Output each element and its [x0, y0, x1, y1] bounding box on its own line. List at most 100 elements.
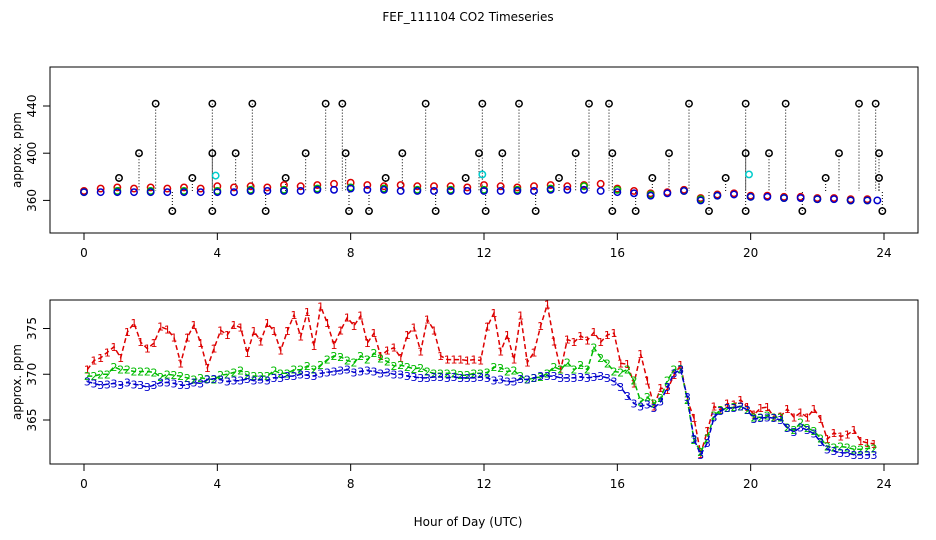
series-marker-2: 2: [657, 392, 664, 405]
series-marker-2: 2: [811, 425, 818, 438]
series-marker-2: 2: [244, 369, 251, 382]
data-point-black: [301, 149, 310, 158]
data-point-blue: [196, 188, 205, 197]
data-point-red: [413, 182, 422, 191]
series-marker-1: 1: [344, 312, 351, 325]
series-marker-2: 2: [864, 442, 871, 455]
series-marker-1: 1: [271, 325, 278, 338]
data-point-red: [96, 184, 105, 193]
series-marker-3: 3: [857, 449, 864, 462]
series-marker-2: 2: [411, 363, 418, 376]
data-point-black: [685, 99, 693, 108]
series-marker-1: 1: [451, 354, 458, 367]
series-marker-3: 3: [137, 379, 144, 392]
series-marker-3: 3: [244, 373, 251, 386]
series-marker-1: 1: [384, 344, 391, 357]
series-marker-1: 1: [544, 299, 551, 312]
series-marker-1: 1: [177, 357, 184, 370]
series-marker-2: 2: [191, 374, 198, 387]
series-marker-2: 2: [84, 370, 91, 383]
series-marker-2: 2: [417, 362, 424, 375]
series-marker-3: 3: [231, 375, 238, 388]
data-point-black: [821, 174, 830, 182]
series-marker-2: 2: [504, 366, 511, 379]
series-marker-2: 2: [331, 350, 338, 363]
series-marker-1: 1: [437, 350, 444, 363]
series-marker-2: 2: [237, 365, 244, 378]
series-marker-2: 2: [271, 365, 278, 378]
series-marker-3: 3: [457, 372, 464, 385]
series-marker-3: 3: [631, 398, 638, 411]
series-marker-1: 1: [517, 310, 524, 323]
series-marker-2: 2: [804, 422, 811, 435]
data-point-black: [781, 99, 790, 108]
series-marker-3: 3: [584, 372, 591, 385]
series-marker-1: 1: [604, 329, 611, 342]
series-marker-3: 3: [771, 412, 778, 425]
series-marker-3: 3: [817, 436, 824, 449]
series-marker-1: 1: [511, 354, 518, 367]
y-tick-label: 370: [25, 363, 39, 386]
data-point-black: [478, 99, 487, 108]
data-point-red: [296, 182, 305, 191]
series-marker-1: 1: [424, 313, 431, 326]
x-tick-label: 16: [610, 246, 625, 260]
data-point-black: [208, 99, 217, 108]
series-marker-2: 2: [844, 441, 851, 454]
series-marker-1: 1: [664, 384, 671, 397]
series-marker-3: 3: [117, 379, 124, 392]
series-line-2: [87, 345, 874, 454]
series-marker-2: 2: [837, 441, 844, 454]
series-marker-2: 2: [737, 400, 744, 413]
series-marker-2: 2: [637, 396, 644, 409]
series-marker-3: 3: [337, 365, 344, 378]
series-marker-3: 3: [391, 368, 398, 381]
data-point-black: [281, 174, 290, 182]
series-line-3: [87, 368, 874, 457]
top-panel: 0 4 8 12 16 20 24 360 400 440: [25, 66, 919, 260]
series-marker-2: 2: [744, 404, 751, 417]
series-marker-1: 1: [731, 398, 738, 411]
series-marker-3: 3: [711, 411, 718, 424]
x-axis-label: Hour of Day (UTC): [413, 515, 523, 529]
data-point-blue: [413, 187, 422, 195]
data-point-blue: [380, 185, 388, 194]
data-point-blue: [796, 194, 805, 202]
series-marker-1: 1: [564, 333, 571, 346]
series-marker-1: 1: [297, 331, 304, 344]
series-marker-1: 1: [251, 325, 258, 338]
data-point-red: [246, 182, 255, 191]
series-marker-3: 3: [131, 378, 138, 391]
series-marker-1: 1: [284, 325, 291, 338]
series-marker-1: 1: [537, 320, 544, 333]
series-marker-1: 1: [137, 336, 144, 349]
series-marker-1: 1: [791, 411, 798, 424]
series-marker-1: 1: [111, 341, 118, 354]
series-marker-1: 1: [97, 352, 104, 365]
data-point-blue: [696, 196, 705, 205]
series-marker-2: 2: [731, 401, 738, 414]
series-marker-1: 1: [364, 337, 371, 350]
series-marker-1: 1: [804, 411, 811, 424]
series-marker-2: 2: [264, 370, 271, 383]
series-marker-1: 1: [257, 335, 264, 348]
series-marker-3: 3: [357, 366, 364, 379]
series-marker-2: 2: [757, 411, 764, 424]
series-marker-3: 3: [464, 372, 471, 385]
series-marker-2: 2: [651, 398, 658, 411]
series-marker-2: 2: [471, 367, 478, 380]
series-marker-1: 1: [397, 352, 404, 365]
series-marker-3: 3: [684, 391, 691, 404]
series-marker-2: 2: [124, 364, 131, 377]
series-marker-3: 3: [777, 414, 784, 427]
series-marker-1: 1: [371, 327, 378, 340]
series-marker-1: 1: [457, 354, 464, 367]
data-point-blue: [613, 188, 622, 197]
series-marker-1: 1: [851, 424, 858, 437]
series-marker-2: 2: [304, 360, 311, 373]
data-point-black: [871, 99, 880, 108]
series-marker-2: 2: [104, 368, 111, 381]
series-marker-3: 3: [431, 371, 438, 384]
x-tick-label: 12: [476, 246, 491, 260]
